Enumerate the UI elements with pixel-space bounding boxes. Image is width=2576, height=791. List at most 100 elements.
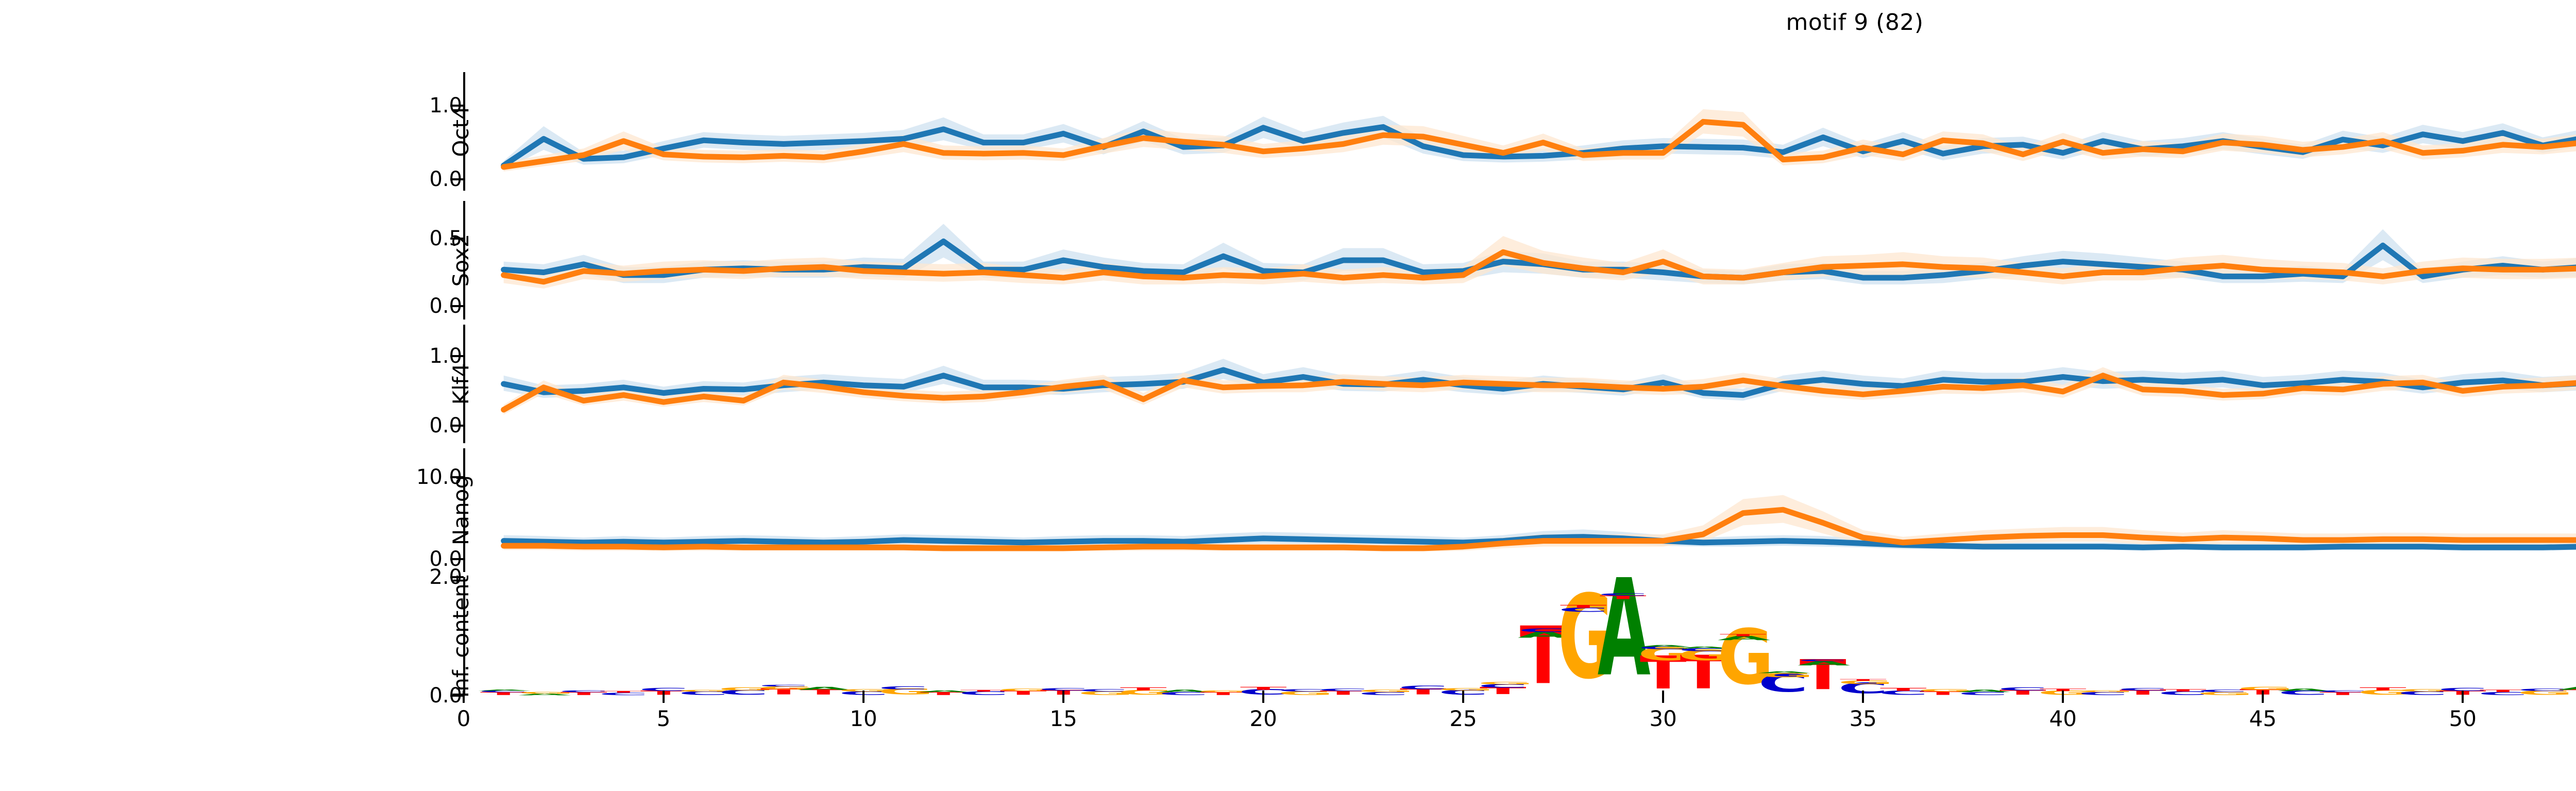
y-tick <box>450 305 464 307</box>
logo-letter-T: T <box>2319 691 2366 696</box>
logo-letter-C: C <box>2117 687 2168 692</box>
logo-letter-T: T <box>1839 679 1887 682</box>
logo-letter-A: A <box>1798 660 1851 667</box>
logo-letter-C: C <box>2197 689 2248 693</box>
logo-letter-T: T <box>2159 688 2207 693</box>
confidence-band <box>503 109 2576 172</box>
y-tick-label: 0.0 <box>429 414 462 438</box>
logo-letter-A: A <box>798 685 851 691</box>
logo-letter-T: T <box>2359 686 2406 692</box>
y-axis-spine <box>463 448 465 572</box>
logo-letter-T: T <box>760 686 807 696</box>
logo-letter-G: G <box>718 686 774 692</box>
y-tick <box>450 178 464 181</box>
logo-letter-C: C <box>758 684 809 687</box>
logo-letter-A: A <box>1517 630 1571 639</box>
logo-letter-G: G <box>2037 689 2094 696</box>
logo-letter-G: G <box>2357 688 2414 696</box>
logo-letter-T: T <box>1999 688 2046 696</box>
logo-letter-T: T <box>2479 689 2527 693</box>
y-tick <box>450 695 464 697</box>
line-series <box>504 370 2576 395</box>
y-tick <box>450 476 464 478</box>
line-series <box>504 510 2576 548</box>
logo-letter-A: A <box>1598 577 1651 696</box>
logo-letter-G: G <box>758 685 815 691</box>
logo-letter-C: C <box>638 687 689 692</box>
logo-letter-C: C <box>478 690 529 693</box>
logo-letter-T: T <box>1319 689 1367 696</box>
logo-letter-G: G <box>878 686 935 696</box>
logo-letter-C: C <box>958 690 1009 696</box>
logo-letter-C: C <box>2437 687 2488 692</box>
x-tick <box>2062 691 2064 703</box>
logo-letter-T: T <box>2120 688 2166 696</box>
logo-letter-G: G <box>1278 690 1334 696</box>
confidence-band <box>503 367 2576 415</box>
x-axis: 0510152025303540455055606570 <box>457 691 2576 752</box>
y-tick-label: 2.0 <box>429 565 462 589</box>
logo-letter-G: G <box>838 688 894 693</box>
line-chart-svg <box>464 109 2576 172</box>
logo-letter-C: C <box>2517 687 2568 692</box>
y-axis-spine <box>463 577 465 696</box>
plot-area <box>464 448 2576 572</box>
logo-letter-C: C <box>2158 690 2208 696</box>
logo-letter-C: C <box>1038 687 1089 692</box>
y-tick <box>450 425 464 427</box>
logo-letter-G: G <box>678 689 735 693</box>
logo-letter-G: G <box>1197 690 1255 693</box>
logo-letter-T: T <box>2557 688 2576 696</box>
logo-letter-G: G <box>2077 690 2134 693</box>
logo-letter-G: G <box>2237 685 2294 691</box>
plot-area: TCAAGTCCTTCCGCGTGCTACGGCTACTTGTCGCGTCATG… <box>464 577 2576 696</box>
line-chart-svg <box>464 359 2576 415</box>
plot-area <box>464 72 2576 191</box>
panel-oct4: 0.0 1.0 <box>429 72 2576 191</box>
y-tick-label: 1.0 <box>429 344 462 368</box>
confidence-band <box>503 115 2576 170</box>
logo-letter-A: A <box>1957 689 2011 693</box>
x-tick-label: 30 <box>1649 706 1677 731</box>
logo-letter-G: G <box>1837 679 1894 686</box>
logo-letter-C: C <box>1078 688 1129 693</box>
line-series <box>504 127 2576 165</box>
logo-letter-T: T <box>960 689 1007 693</box>
logo-letter-T: T <box>1800 650 1846 696</box>
logo-letter-G: G <box>1117 688 1174 696</box>
logo-letter-C: C <box>2078 691 2128 696</box>
logo-letter-G: G <box>518 691 574 694</box>
logo-letter-G: G <box>1437 687 1494 692</box>
logo-letter-T: T <box>1200 691 1247 696</box>
y-tick-label: 1.0 <box>429 93 462 117</box>
logo-letter-A: A <box>1158 689 1211 693</box>
x-tick-label: 25 <box>1449 706 1477 731</box>
logo-letter-G: G <box>1717 613 1774 696</box>
line-chart-svg <box>464 495 2576 552</box>
y-tick-label: 10.0 <box>416 465 462 489</box>
logo-letter-C: C <box>1598 592 1649 597</box>
logo-letter-C: C <box>1958 691 2008 696</box>
y-tick-label: 0.0 <box>429 294 462 318</box>
logo-letter-C: C <box>2397 690 2448 696</box>
y-axis-spine <box>463 72 465 191</box>
x-tick-label: 45 <box>2249 706 2277 731</box>
logo-letter-T: T <box>800 687 847 696</box>
logo-letter-A: A <box>518 693 571 696</box>
logo-letter-A: A <box>918 690 971 693</box>
logo-letter-G: G <box>2197 691 2254 696</box>
plot-area <box>464 201 2576 319</box>
logo-letter-T: T <box>1639 646 1687 696</box>
x-tick-label: 0 <box>456 706 471 731</box>
logo-letter-C: C <box>1638 645 1688 651</box>
logo-letter-C: C <box>558 690 609 693</box>
x-tick <box>463 691 465 703</box>
panel-sox2: 0.0 0.5 <box>429 201 2576 319</box>
y-tick-label: 0.0 <box>429 547 462 571</box>
x-tick <box>1862 691 1865 703</box>
x-tick-label: 5 <box>656 706 671 731</box>
logo-letter-T: T <box>1560 604 1607 609</box>
panel-klf4: 0.0 1.0 <box>429 325 2576 443</box>
logo-letter-T: T <box>1240 685 1287 691</box>
x-tick-label: 35 <box>1849 706 1877 731</box>
